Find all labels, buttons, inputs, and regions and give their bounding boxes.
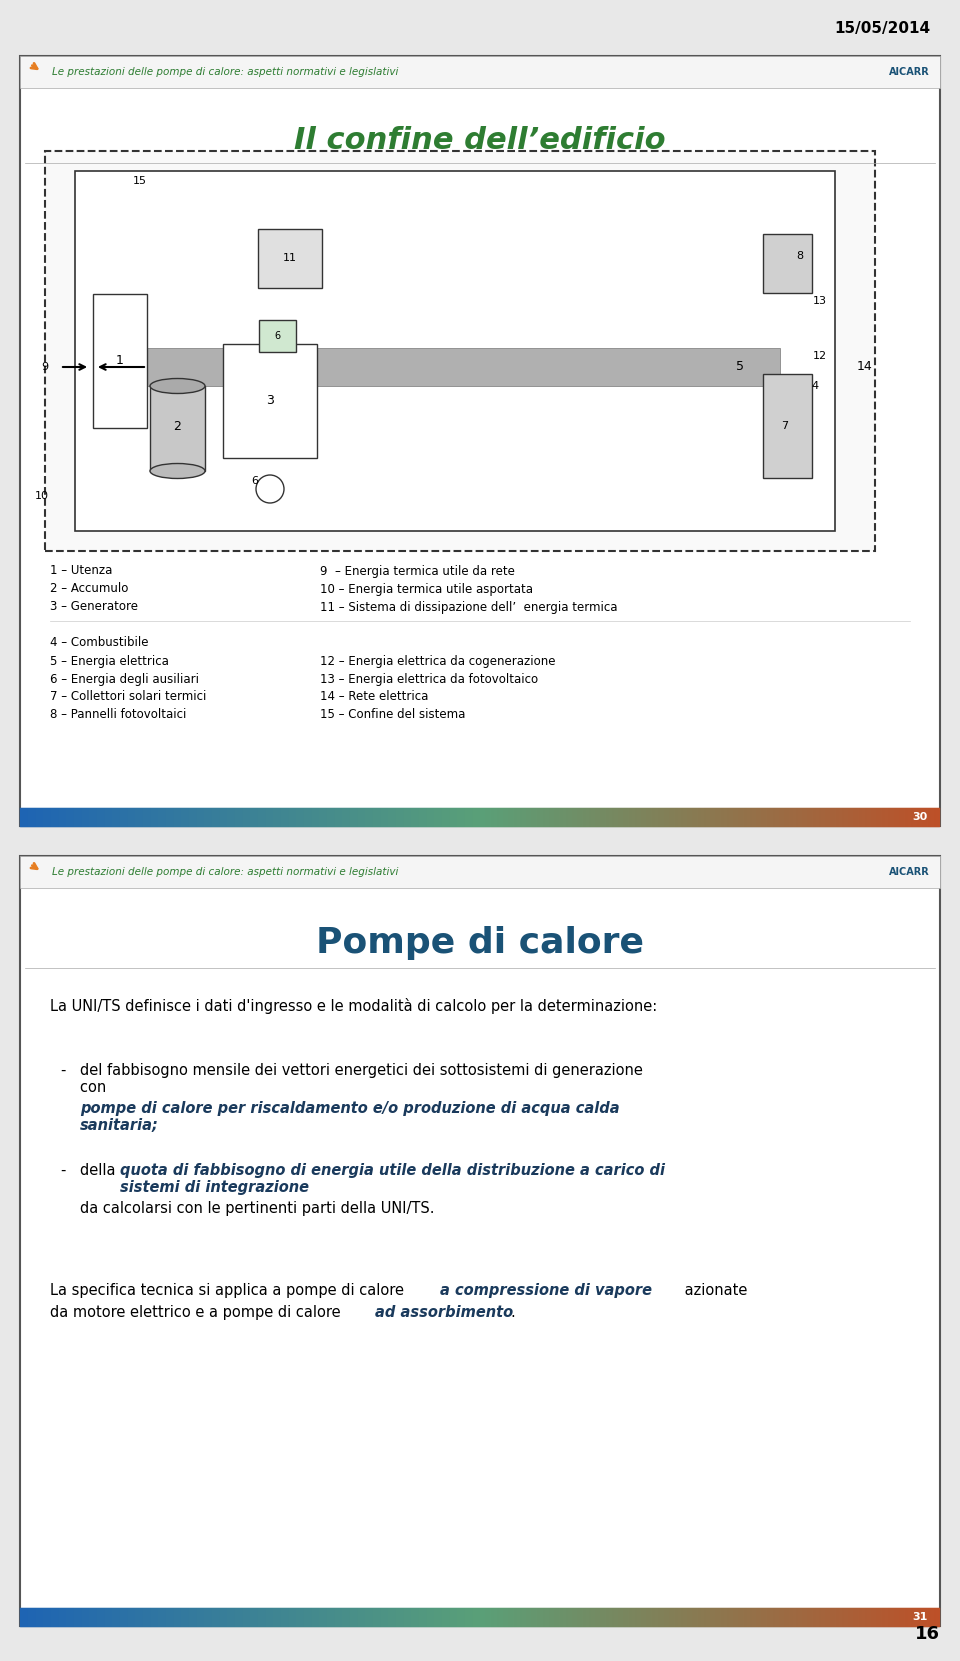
Text: del fabbisogno mensile dei vettori energetici dei sottosistemi di generazione
co: del fabbisogno mensile dei vettori energ… bbox=[80, 1063, 643, 1095]
Text: 10: 10 bbox=[35, 492, 49, 502]
Text: 13: 13 bbox=[813, 296, 827, 306]
Text: -: - bbox=[60, 1063, 65, 1078]
Text: 4 – Combustibile: 4 – Combustibile bbox=[50, 636, 149, 649]
Text: da calcolarsi con le pertinenti parti della UNI/TS.: da calcolarsi con le pertinenti parti de… bbox=[80, 1201, 435, 1216]
Text: Pompe di calore: Pompe di calore bbox=[316, 925, 644, 960]
Bar bbox=[95, 349, 780, 385]
FancyBboxPatch shape bbox=[763, 374, 812, 478]
Text: a compressione di vapore: a compressione di vapore bbox=[440, 1282, 652, 1297]
Text: 16: 16 bbox=[915, 1624, 940, 1643]
Text: 15 – Confine del sistema: 15 – Confine del sistema bbox=[320, 709, 466, 721]
Text: 11: 11 bbox=[283, 252, 297, 262]
Text: 2: 2 bbox=[174, 420, 181, 432]
Text: 9  – Energia termica utile da rete: 9 – Energia termica utile da rete bbox=[320, 565, 515, 578]
Bar bbox=[20, 56, 940, 88]
Text: 9: 9 bbox=[41, 362, 49, 372]
Text: La UNI/TS definisce i dati d'ingresso e le modalità di calcolo per la determinaz: La UNI/TS definisce i dati d'ingresso e … bbox=[50, 998, 658, 1013]
Text: 30: 30 bbox=[913, 812, 928, 822]
Ellipse shape bbox=[150, 379, 205, 394]
Text: 1 – Utenza: 1 – Utenza bbox=[50, 565, 112, 578]
Text: 8: 8 bbox=[797, 251, 804, 261]
Text: 6: 6 bbox=[252, 477, 258, 487]
Text: 7: 7 bbox=[781, 420, 788, 430]
Text: 5: 5 bbox=[736, 360, 744, 374]
FancyBboxPatch shape bbox=[20, 56, 940, 826]
Text: 12: 12 bbox=[813, 350, 828, 360]
Text: AICARR: AICARR bbox=[889, 66, 930, 76]
Text: 6: 6 bbox=[274, 331, 280, 341]
Text: 7 – Collettori solari termici: 7 – Collettori solari termici bbox=[50, 691, 206, 704]
Text: -: - bbox=[60, 1163, 65, 1178]
Text: 15/05/2014: 15/05/2014 bbox=[834, 22, 930, 37]
Ellipse shape bbox=[150, 463, 205, 478]
FancyBboxPatch shape bbox=[763, 234, 812, 292]
Text: 11 – Sistema di dissipazione dell’  energia termica: 11 – Sistema di dissipazione dell’ energ… bbox=[320, 601, 617, 613]
FancyBboxPatch shape bbox=[45, 151, 875, 551]
Text: 12 – Energia elettrica da cogenerazione: 12 – Energia elettrica da cogenerazione bbox=[320, 654, 556, 668]
Text: .: . bbox=[510, 1306, 515, 1320]
Circle shape bbox=[256, 475, 284, 503]
Text: 3 – Generatore: 3 – Generatore bbox=[50, 601, 138, 613]
Text: La specifica tecnica si applica a pompe di calore: La specifica tecnica si applica a pompe … bbox=[50, 1282, 409, 1297]
Text: 14 – Rete elettrica: 14 – Rete elettrica bbox=[320, 691, 428, 704]
Text: 1: 1 bbox=[116, 354, 124, 367]
Text: azionate: azionate bbox=[680, 1282, 748, 1297]
Text: ad assorbimento: ad assorbimento bbox=[375, 1306, 514, 1320]
Text: quota di fabbisogno di energia utile della distribuzione a carico di
sistemi di : quota di fabbisogno di energia utile del… bbox=[120, 1163, 665, 1196]
Text: AICARR: AICARR bbox=[889, 867, 930, 877]
Bar bbox=[20, 855, 940, 889]
Text: 13 – Energia elettrica da fotovoltaico: 13 – Energia elettrica da fotovoltaico bbox=[320, 673, 539, 686]
Text: della: della bbox=[80, 1163, 120, 1178]
Text: 31: 31 bbox=[913, 1611, 928, 1623]
Text: da motore elettrico e a pompe di calore: da motore elettrico e a pompe di calore bbox=[50, 1306, 346, 1320]
FancyBboxPatch shape bbox=[20, 855, 940, 1626]
Text: 3: 3 bbox=[266, 395, 274, 407]
Text: Il confine dell’edificio: Il confine dell’edificio bbox=[294, 126, 666, 154]
Text: 10 – Energia termica utile asportata: 10 – Energia termica utile asportata bbox=[320, 583, 533, 596]
Text: 6 – Energia degli ausiliari: 6 – Energia degli ausiliari bbox=[50, 673, 199, 686]
Text: pompe di calore per riscaldamento e/o produzione di acqua calda
sanitaria;: pompe di calore per riscaldamento e/o pr… bbox=[80, 1101, 619, 1133]
Text: 2 – Accumulo: 2 – Accumulo bbox=[50, 583, 129, 596]
Text: 14: 14 bbox=[857, 360, 873, 374]
FancyBboxPatch shape bbox=[93, 294, 147, 429]
FancyBboxPatch shape bbox=[258, 229, 322, 287]
Text: Le prestazioni delle pompe di calore: aspetti normativi e legislativi: Le prestazioni delle pompe di calore: as… bbox=[52, 867, 398, 877]
FancyBboxPatch shape bbox=[75, 171, 835, 532]
Text: Le prestazioni delle pompe di calore: aspetti normativi e legislativi: Le prestazioni delle pompe di calore: as… bbox=[52, 66, 398, 76]
FancyBboxPatch shape bbox=[223, 344, 317, 458]
Text: 15: 15 bbox=[133, 176, 147, 186]
Bar bbox=[150, 385, 205, 472]
Text: 8 – Pannelli fotovoltaici: 8 – Pannelli fotovoltaici bbox=[50, 709, 186, 721]
Text: 4: 4 bbox=[811, 380, 819, 390]
FancyBboxPatch shape bbox=[259, 321, 296, 352]
Text: 5 – Energia elettrica: 5 – Energia elettrica bbox=[50, 654, 169, 668]
